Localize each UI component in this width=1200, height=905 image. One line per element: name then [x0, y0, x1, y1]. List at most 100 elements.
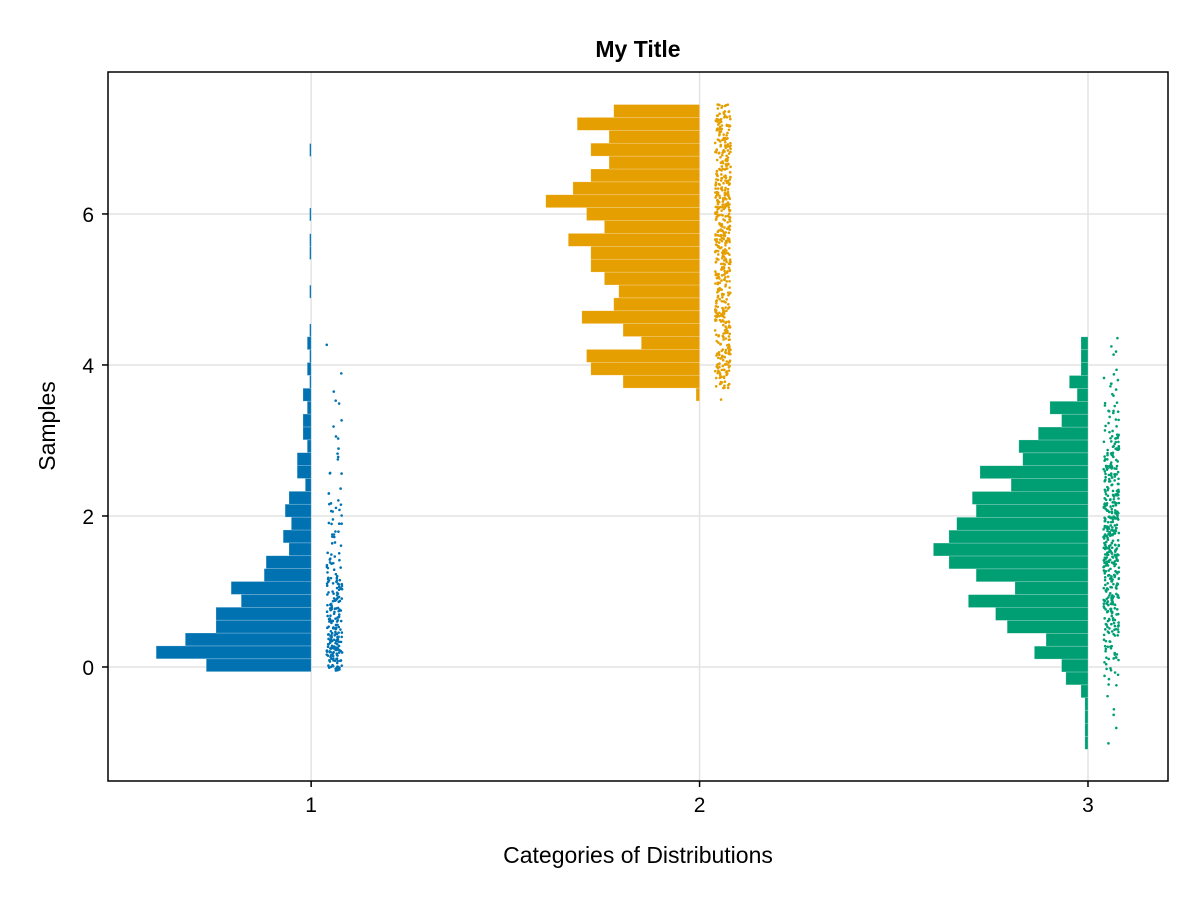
scatter-point	[327, 492, 331, 495]
histogram-bar	[608, 130, 700, 144]
scatter-point	[326, 645, 330, 649]
histogram-bar	[695, 387, 700, 402]
scatter-point	[724, 114, 727, 118]
scatter-point	[1110, 611, 1114, 615]
scatter-point	[325, 582, 329, 585]
scatter-point	[1111, 556, 1115, 559]
scatter-point	[726, 363, 729, 366]
scatter-point	[718, 365, 721, 369]
scatter-point	[337, 402, 341, 405]
histogram-bar	[288, 542, 312, 557]
scatter-point	[338, 666, 341, 670]
chart-title: My Title	[595, 36, 680, 62]
scatter-point	[333, 541, 337, 544]
scatter-point	[1105, 602, 1108, 605]
scatter-point	[1105, 468, 1109, 471]
histogram-bar	[1014, 581, 1089, 595]
scatter-point	[1104, 472, 1107, 476]
scatter-point	[1116, 572, 1119, 575]
scatter-point	[718, 222, 721, 226]
scatter-point	[336, 452, 339, 455]
scatter-point	[340, 635, 344, 639]
scatter-point	[1115, 547, 1119, 550]
scatter-point	[724, 103, 728, 107]
scatter-point	[716, 282, 720, 286]
scatter-point	[718, 376, 722, 380]
histogram-bar	[309, 349, 312, 363]
scatter-point	[725, 320, 728, 324]
scatter-point	[1111, 392, 1114, 396]
histogram-bar	[1084, 697, 1089, 711]
scatter-point	[333, 633, 337, 637]
scatter-point	[1114, 418, 1118, 421]
histogram-bar	[572, 181, 700, 196]
scatter-point	[1110, 561, 1114, 564]
histogram-bar	[240, 594, 312, 608]
scatter-point	[713, 369, 717, 373]
scatter-point	[1110, 483, 1114, 486]
scatter-point	[328, 660, 332, 663]
scatter-point	[725, 134, 728, 137]
scatter-point	[1115, 447, 1119, 450]
scatter-point	[1108, 477, 1111, 481]
scatter-point	[1117, 497, 1120, 500]
scatter-point	[716, 103, 720, 106]
scatter-point	[1105, 656, 1108, 659]
scatter-point	[1110, 382, 1113, 385]
scatter-point	[328, 557, 332, 560]
scatter-point	[728, 182, 731, 186]
scatter-point	[1112, 515, 1115, 518]
histogram-bar	[1045, 632, 1089, 647]
scatter-point	[1103, 455, 1106, 458]
scatter-point	[1104, 628, 1107, 631]
scatter-point	[725, 241, 728, 244]
scatter-point	[720, 268, 723, 271]
scatter-point	[336, 659, 339, 663]
scatter-point	[330, 631, 334, 635]
scatter-point	[716, 356, 720, 360]
scatter-point	[720, 356, 724, 359]
histogram-bar	[613, 104, 700, 118]
scatter-point	[338, 578, 342, 582]
scatter-point	[335, 648, 339, 652]
scatter-point	[722, 149, 726, 152]
scatter-point	[720, 213, 723, 217]
scatter-point	[727, 231, 731, 235]
plot-frame	[107, 71, 1169, 782]
scatter-point	[721, 252, 725, 256]
scatter-point	[1117, 433, 1120, 437]
scatter-point	[724, 306, 727, 309]
scatter-point	[725, 373, 728, 377]
scatter-point	[728, 262, 732, 266]
scatter-point	[1106, 694, 1109, 698]
scatter-point	[729, 144, 732, 147]
scatter-point	[714, 181, 718, 184]
scatter-point	[1110, 440, 1113, 443]
scatter-point	[1103, 401, 1107, 405]
scatter-point	[722, 332, 725, 335]
scatter-point	[727, 369, 731, 372]
scatter-point	[1104, 622, 1108, 626]
histogram-bar	[306, 336, 312, 350]
scatter-point	[1109, 585, 1112, 589]
scatter-point	[1105, 597, 1108, 601]
scatter-point	[1117, 621, 1120, 624]
scatter-point	[1117, 544, 1120, 548]
scatter-point	[722, 386, 726, 390]
scatter-point	[726, 383, 730, 387]
scatter-point	[721, 334, 725, 338]
scatter-point	[727, 338, 731, 342]
histogram-bar	[968, 594, 1089, 608]
scatter-point	[714, 314, 717, 318]
scatter-point	[334, 572, 338, 576]
scatter-point	[1115, 587, 1118, 590]
scatter-point	[725, 157, 729, 161]
scatter-point	[334, 623, 338, 627]
scatter-point	[721, 167, 724, 171]
scatter-point	[339, 619, 343, 623]
histogram-bar	[622, 323, 700, 337]
histogram-bar	[296, 452, 312, 466]
scatter-point	[1110, 476, 1114, 479]
scatter-point	[332, 568, 336, 571]
scatter-point	[722, 338, 725, 341]
